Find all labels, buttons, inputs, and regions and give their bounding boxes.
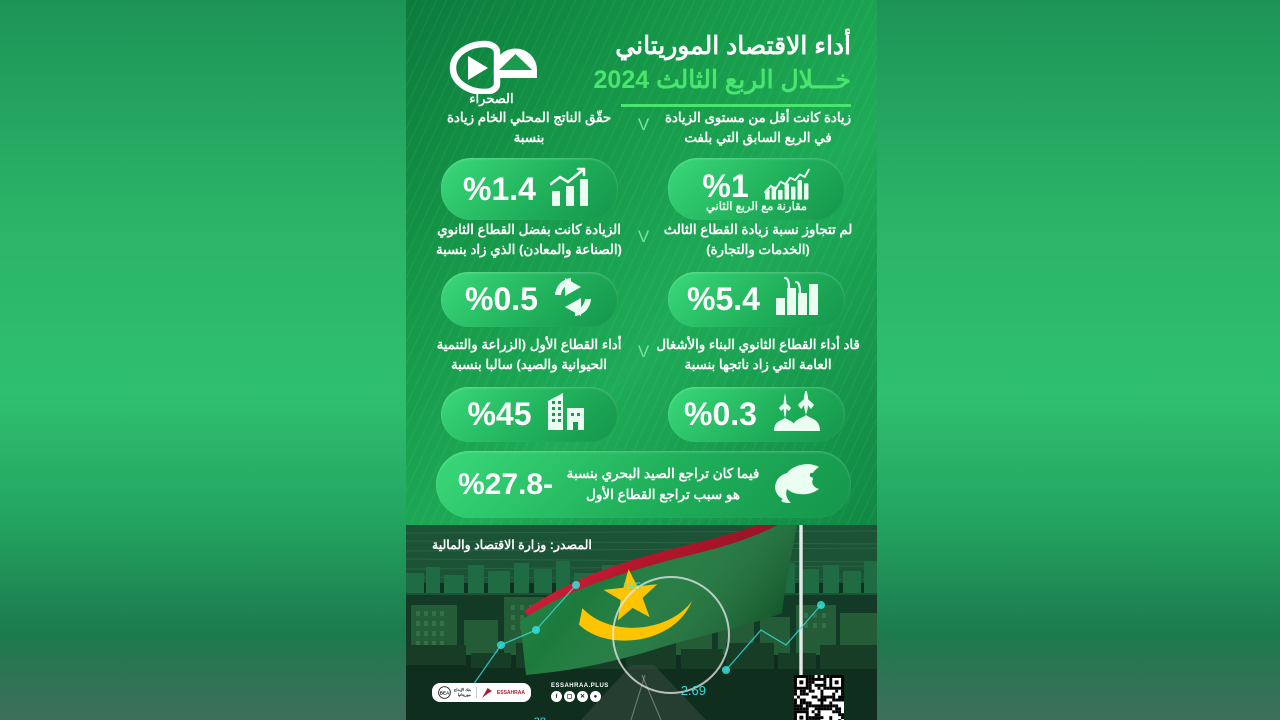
svg-text:2.69: 2.69 [681,683,706,698]
svg-text:BEA: BEA [440,690,450,695]
svg-text:195: 195 [623,581,641,593]
svg-text:38: 38 [534,716,546,720]
